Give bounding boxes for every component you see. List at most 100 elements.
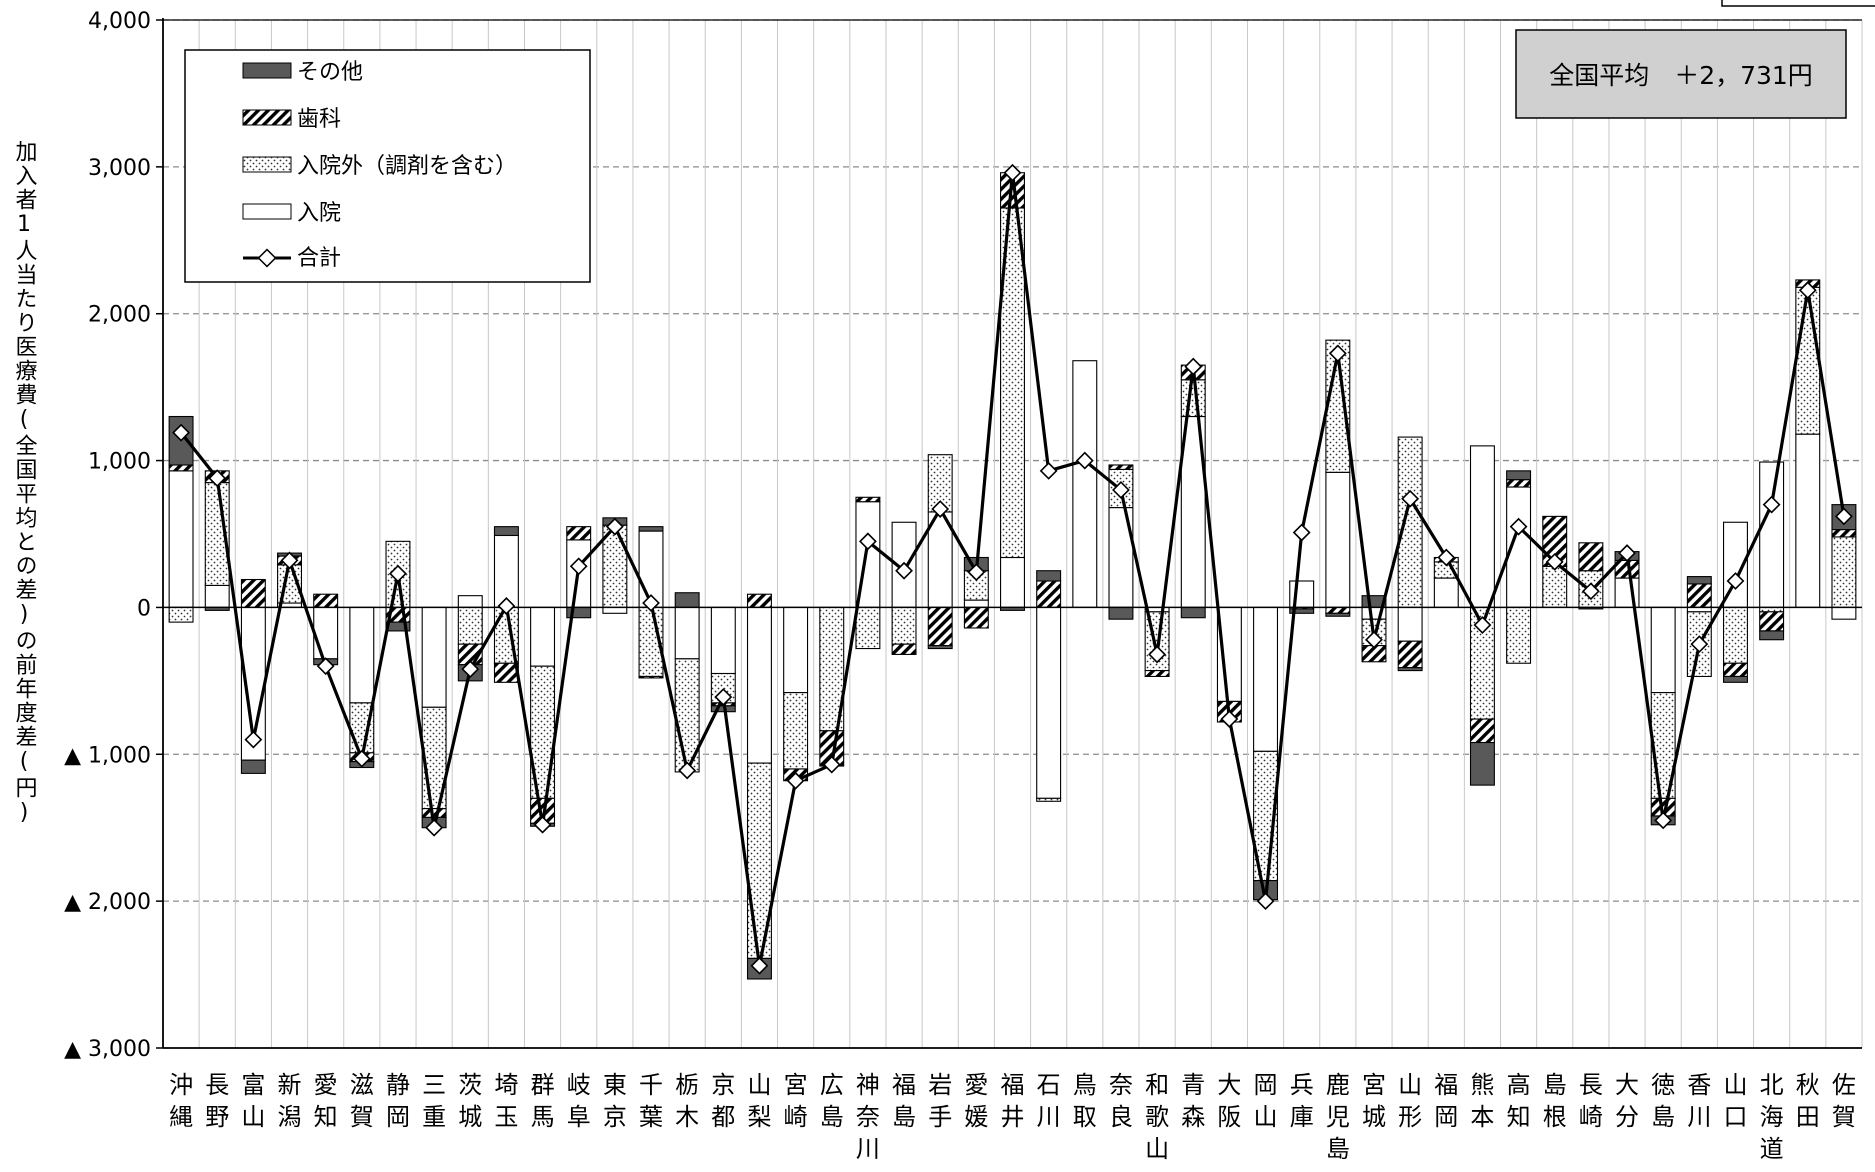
bar-other-岩手 (927, 645, 953, 650)
total-point-静岡 (389, 564, 407, 583)
bar-inpatient-埼玉 (493, 534, 519, 608)
total-point-宮崎 (786, 771, 805, 790)
total-point-長野 (208, 469, 227, 488)
x-tick-label-東京: 東京 (603, 1071, 627, 1131)
x-tick-label-佐賀: 佐賀 (1832, 1071, 1856, 1131)
bar-inpatient-石川 (1036, 606, 1062, 799)
y-tick-label-2: 2,000 (88, 303, 151, 328)
total-point-岩手 (931, 500, 950, 518)
bar-dental-愛媛 (963, 606, 989, 629)
bar-inpatient-山梨 (746, 606, 772, 764)
bar-inpatient-茨城 (457, 595, 483, 608)
x-tick-labels: 沖縄長野富山新潟愛知滋賀静岡三重茨城埼玉群馬岐阜東京千葉栃木京都山梨宮崎広島神奈… (169, 1071, 1856, 1163)
x-tick-label-島根: 島根 (1543, 1071, 1567, 1131)
x-tick-label-長野: 長野 (205, 1071, 229, 1131)
y-axis-title: 加入者1人当たり医療費(全国平均との差)の前年度差(円) (12, 140, 38, 827)
bar-dental-福島 (891, 643, 917, 655)
bar-outpatient-茨城 (457, 606, 483, 645)
total-point-富山 (244, 730, 263, 749)
bar-other-青森 (1180, 606, 1206, 619)
x-tick-label-石川: 石川 (1037, 1071, 1061, 1131)
total-point-福井 (1003, 163, 1022, 182)
bar-other-山形 (1397, 667, 1423, 672)
national-average-annotation: 全国平均 ＋2，731円 (1515, 29, 1847, 119)
bar-inpatient-大阪 (1216, 606, 1242, 702)
bar-other-富山 (240, 759, 266, 774)
total-point-宮城 (1365, 630, 1383, 649)
x-tick-label-岐阜: 岐阜 (567, 1071, 591, 1131)
bar-other-熊本 (1469, 741, 1495, 786)
total-point-三重 (425, 818, 444, 837)
total-point-埼玉 (497, 597, 516, 615)
bar-outpatient-福島 (891, 606, 917, 645)
total-point-青森 (1184, 357, 1203, 376)
bar-inpatient-山形 (1397, 606, 1423, 642)
x-tick-label-秋田: 秋田 (1796, 1071, 1820, 1131)
total-point-奈良 (1112, 481, 1130, 499)
total-point-山口 (1726, 572, 1745, 590)
total-point-福島 (895, 561, 913, 580)
bar-dental-石川 (1036, 580, 1062, 608)
stacked-bars (168, 172, 1857, 980)
bar-inpatient-宮崎 (783, 606, 809, 694)
bar-other-石川 (1036, 570, 1062, 582)
bar-outpatient-佐賀 (1831, 536, 1857, 608)
total-point-熊本 (1473, 616, 1492, 634)
bar-dental-岩手 (927, 606, 953, 647)
x-tick-label-静岡: 静岡 (386, 1071, 410, 1131)
bar-inpatient-沖縄 (168, 470, 194, 608)
bar-dental-千葉 (638, 675, 664, 679)
bar-inpatient-滋賀 (349, 606, 375, 704)
legend-swatch-dental (242, 109, 292, 126)
bar-dental-沖縄 (168, 464, 194, 472)
total-point-和歌山 (1148, 645, 1167, 664)
total-line (172, 163, 1853, 975)
total-point-山形 (1401, 489, 1420, 508)
x-tick-label-栃木: 栃木 (675, 1071, 699, 1131)
bar-outpatient-石川 (1036, 797, 1062, 802)
bar-outpatient-宮崎 (783, 692, 809, 770)
x-tick-label-山形: 山形 (1398, 1071, 1422, 1131)
axes (156, 18, 1862, 1049)
bar-other-山口 (1722, 675, 1748, 683)
bar-other-奈良 (1108, 606, 1134, 620)
bar-inpatient-秋田 (1795, 433, 1821, 608)
total-point-茨城 (461, 660, 480, 679)
bar-inpatient-鹿児島 (1325, 471, 1351, 608)
y-tick-label-4: 0 (137, 596, 151, 621)
total-point-鹿児島 (1328, 344, 1347, 363)
total-point-北海道 (1762, 495, 1781, 514)
legend: その他 歯科 入院外（調剤を含む） 入院 合計 (184, 49, 591, 283)
bar-dental-山形 (1397, 640, 1423, 669)
total-point-愛知 (316, 657, 335, 676)
bar-inpatient-福井 (1000, 556, 1025, 608)
bar-inpatient-徳島 (1650, 606, 1676, 694)
bar-inpatient-愛媛 (963, 599, 989, 608)
total-point-島根 (1545, 552, 1564, 571)
x-tick-label-長崎: 長崎 (1579, 1071, 1603, 1131)
bar-dental-鹿児島 (1325, 606, 1351, 614)
x-tick-label-宮城: 宮城 (1362, 1071, 1386, 1131)
bar-other-千葉 (638, 526, 664, 532)
corner-box (1721, 0, 1875, 7)
total-point-新潟 (280, 551, 299, 570)
bar-inpatient-熊本 (1469, 445, 1495, 608)
total-point-千葉 (642, 594, 660, 612)
x-tick-label-大阪: 大阪 (1217, 1071, 1241, 1131)
total-point-広島 (822, 755, 841, 774)
bar-other-北海道 (1759, 630, 1785, 641)
bar-dental-岐阜 (566, 526, 592, 541)
bar-dental-佐賀 (1831, 529, 1857, 538)
x-tick-label-茨城: 茨城 (458, 1071, 482, 1131)
bar-dental-和歌山 (1144, 670, 1170, 678)
bar-dental-香川 (1686, 583, 1712, 608)
bar-other-香川 (1686, 576, 1712, 585)
bar-dental-山口 (1722, 662, 1748, 678)
total-point-神奈川 (858, 532, 877, 551)
bar-inpatient-鳥取 (1072, 360, 1098, 608)
bar-dental-熊本 (1469, 718, 1495, 744)
x-tick-label-熊本: 熊本 (1470, 1071, 1494, 1131)
total-point-秋田 (1798, 281, 1817, 300)
bar-outpatient-高知 (1506, 606, 1532, 664)
bar-inpatient-北海道 (1759, 461, 1785, 608)
